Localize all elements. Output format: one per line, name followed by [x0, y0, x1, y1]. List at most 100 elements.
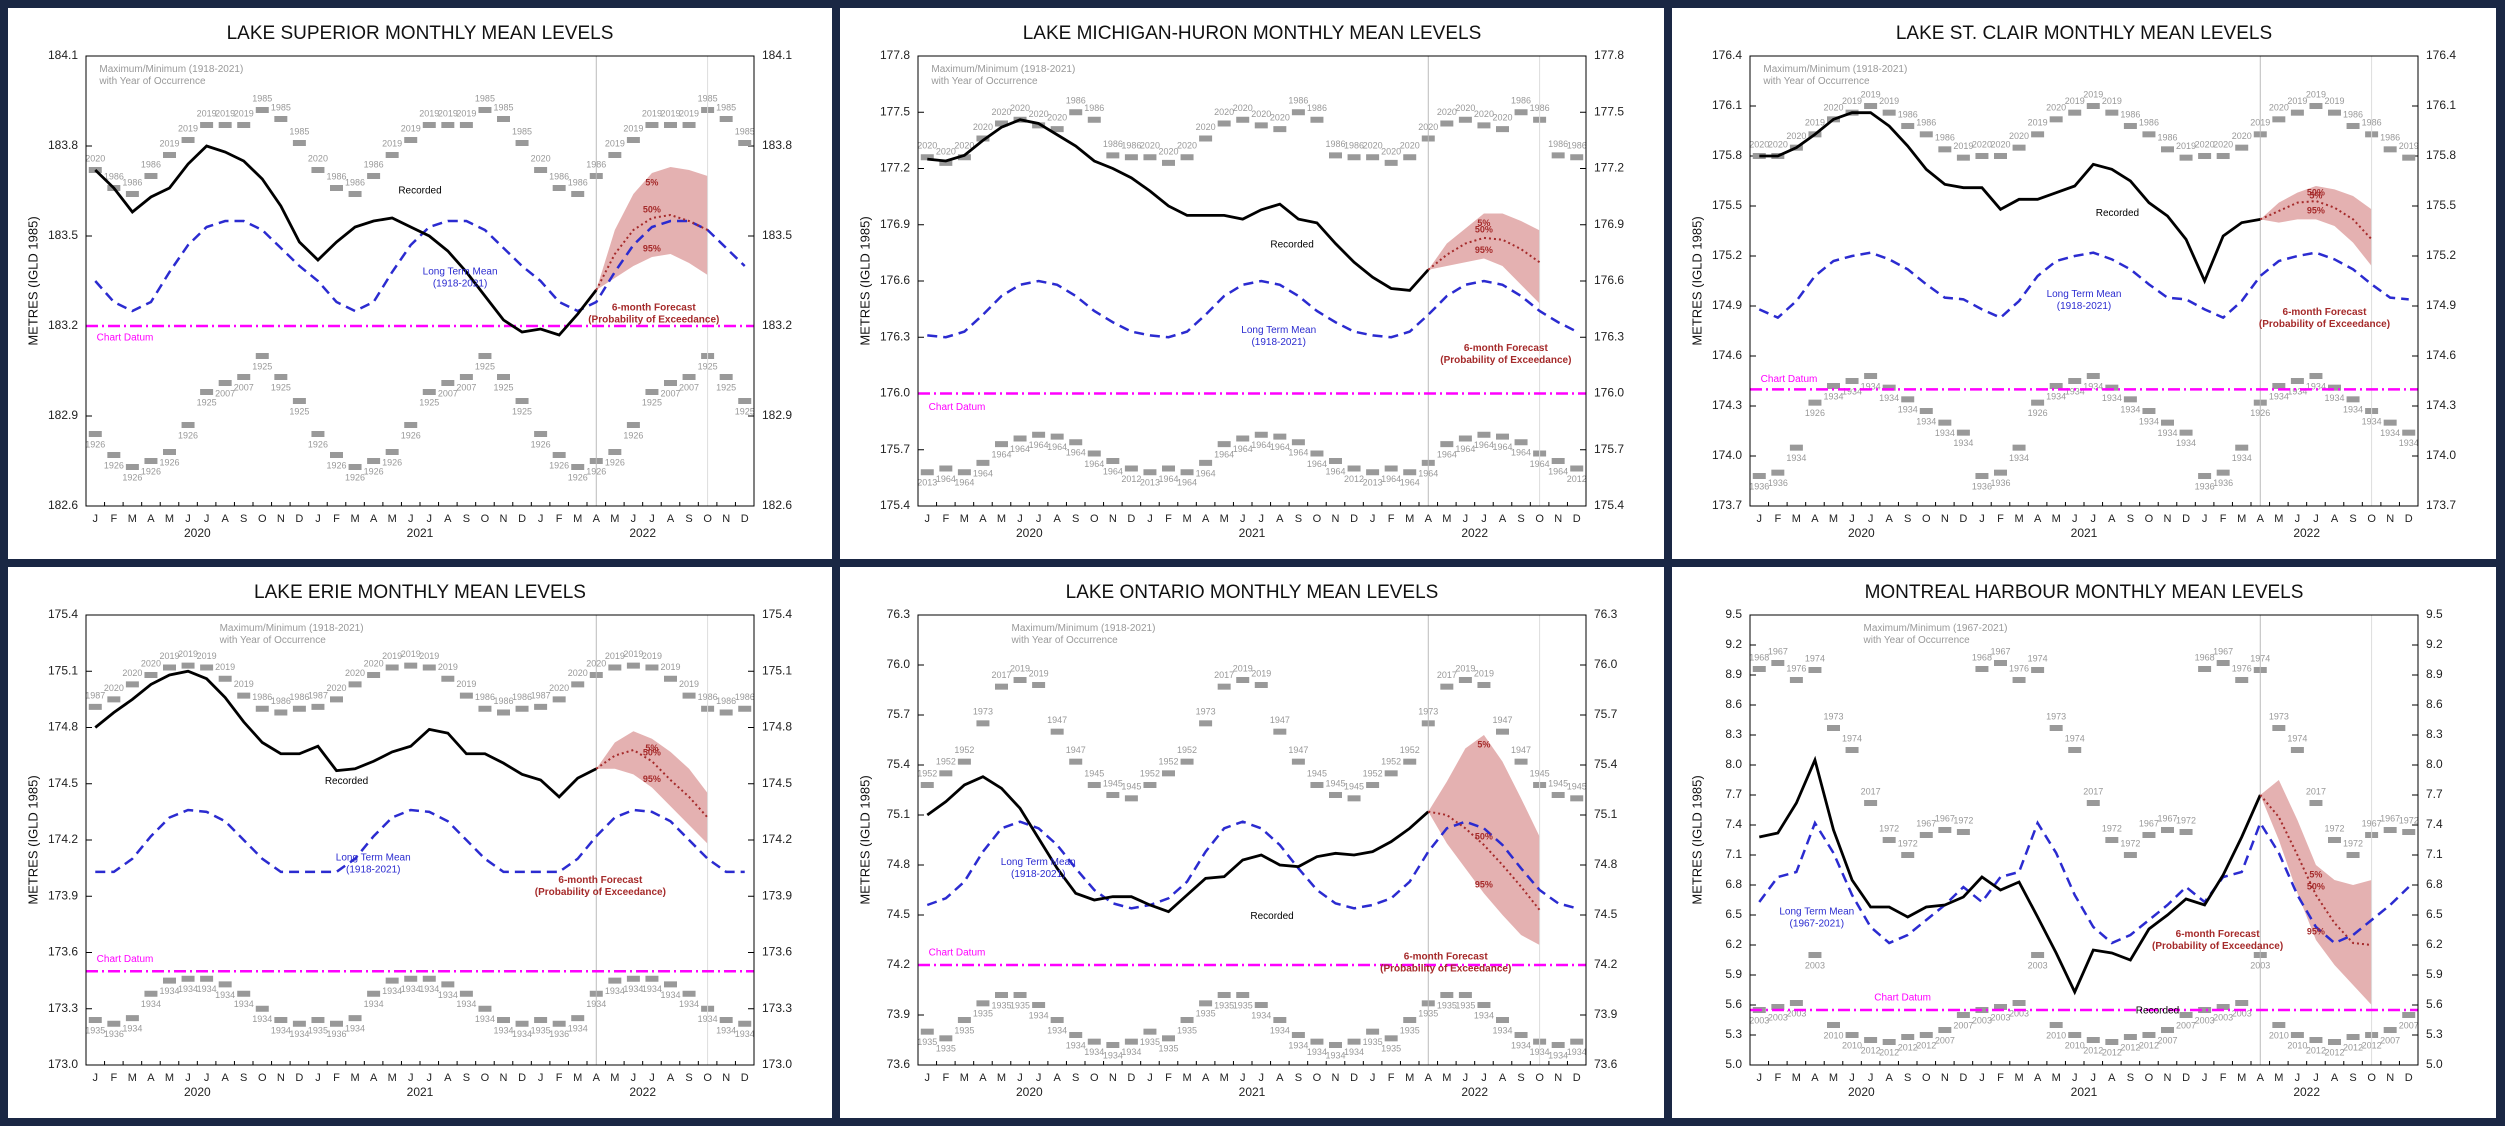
max-year-label: 2020 [1768, 139, 1788, 149]
max-level-mark [1975, 666, 1989, 672]
max-year-label: 2020 [104, 683, 124, 693]
x-tick-label: N [1941, 513, 1949, 525]
min-level-mark [738, 1020, 752, 1027]
min-year-label: 1935 [531, 1025, 551, 1035]
extremes-note: Maximum/Minimum (1918-2021) [931, 64, 1075, 75]
max-year-label: 1973 [973, 707, 993, 717]
max-level-mark [478, 107, 492, 113]
min-year-label: 1964 [1103, 466, 1123, 476]
min-year-label: 1934 [438, 990, 458, 1000]
min-year-label: 1935 [1158, 1044, 1178, 1054]
x-tick-label: J [649, 1072, 655, 1084]
x-tick-label: F [556, 1072, 563, 1084]
panel-background [8, 8, 832, 559]
x-tick-label: D [518, 513, 526, 525]
min-year-label: 1926 [141, 466, 161, 476]
max-level-mark [1551, 152, 1565, 159]
recorded-label: Recorded [1270, 240, 1313, 251]
min-level-mark [2086, 373, 2100, 379]
max-year-label: 2019 [2399, 141, 2419, 151]
percentile-label: 50% [643, 204, 661, 214]
x-tick-label: J [1868, 513, 1874, 525]
max-year-label: 1972 [1898, 838, 1918, 848]
x-tick-label: A [2257, 1072, 2265, 1084]
y-axis-label: METRES (IGLD 1985) [25, 775, 40, 904]
max-year-label: 2020 [917, 141, 937, 151]
min-year-label: 1934 [141, 999, 161, 1009]
min-level-mark [1366, 1028, 1380, 1035]
max-year-label: 2020 [1786, 131, 1806, 141]
x-tick-label: J [427, 1072, 433, 1084]
min-year-label: 1936 [1972, 481, 1992, 491]
max-year-label: 1985 [493, 102, 513, 112]
min-year-label: 2012 [2139, 1040, 2159, 1050]
max-level-mark [2161, 827, 2174, 833]
min-level-mark [497, 1017, 510, 1023]
max-year-label: 2020 [1455, 103, 1475, 113]
x-tick-label: M [610, 513, 619, 525]
max-level-mark [1752, 666, 1766, 672]
y-tick-label: 76.0 [887, 657, 911, 671]
chart-datum-label: Chart Datum [929, 948, 986, 959]
max-year-label: 1967 [1768, 646, 1788, 656]
max-year-label: 2020 [1140, 141, 1160, 151]
min-year-label: 1934 [1029, 1010, 1049, 1020]
x-tick-label: D [1127, 1072, 1135, 1084]
x-tick-label: D [1573, 513, 1581, 525]
min-level-mark [385, 977, 399, 984]
y2-tick-label: 9.2 [2426, 637, 2443, 651]
min-year-label: 1964 [1196, 468, 1216, 478]
max-year-label: 2019 [2065, 96, 2085, 106]
max-year-label: 2019 [2102, 96, 2122, 106]
max-level-mark [2086, 800, 2100, 806]
min-year-label: 1926 [401, 430, 421, 440]
min-level-mark [1347, 465, 1361, 472]
min-year-label: 1964 [991, 450, 1011, 460]
max-year-label: 2020 [1972, 139, 1992, 149]
y-tick-label: 174.6 [1712, 348, 1742, 362]
min-level-mark [1329, 1042, 1342, 1048]
min-level-mark [441, 380, 455, 386]
max-level-mark [719, 116, 733, 122]
max-year-label: 2019 [679, 679, 699, 689]
y-tick-label: 8.6 [1725, 697, 1742, 711]
x-tick-label: N [2164, 1072, 2172, 1084]
extremes-note: Maximum/Minimum (1967-2021) [1864, 623, 2008, 634]
min-level-mark [292, 398, 306, 404]
x-tick-label: M [350, 513, 359, 525]
min-year-label: 1935 [1177, 1025, 1197, 1035]
min-level-mark [2068, 378, 2082, 384]
x-tick-label: N [722, 513, 730, 525]
max-level-mark [2346, 123, 2360, 129]
max-level-mark [2198, 666, 2212, 672]
x-tick-label: D [1350, 513, 1358, 525]
forecast-median-line [595, 213, 709, 291]
max-year-label: 1986 [122, 177, 142, 187]
min-level-mark [534, 431, 548, 437]
min-level-mark [107, 452, 121, 458]
y2-tick-label: 75.4 [1594, 757, 1618, 771]
x-tick-label: A [1276, 513, 1284, 525]
y2-tick-label: 183.5 [762, 228, 792, 242]
x-tick-label: S [463, 1072, 470, 1084]
max-year-label: 2019 [159, 138, 179, 148]
max-level-mark [995, 120, 1008, 127]
max-year-label: 2020 [1177, 141, 1197, 151]
min-level-mark [1162, 465, 1175, 472]
x-tick-label: J [1757, 1072, 1763, 1084]
max-year-label: 2019 [1805, 118, 1825, 128]
min-year-label: 1934 [605, 986, 625, 996]
max-level-mark [292, 140, 306, 146]
long-term-mean-line [926, 820, 1578, 910]
y2-tick-label: 75.7 [1594, 707, 1618, 721]
max-year-label: 1987 [531, 690, 551, 700]
min-year-label: 1936 [1749, 481, 1769, 491]
min-year-label: 1925 [197, 397, 217, 407]
max-level-mark [385, 152, 399, 158]
forecast-note: (Probability of Exceedance) [2152, 941, 2283, 952]
max-year-label: 1986 [1898, 109, 1918, 119]
x-tick-label: O [1313, 1072, 1322, 1084]
min-year-label: 1934 [1270, 1025, 1290, 1035]
min-level-mark [1808, 952, 1822, 958]
max-level-mark [88, 703, 102, 710]
